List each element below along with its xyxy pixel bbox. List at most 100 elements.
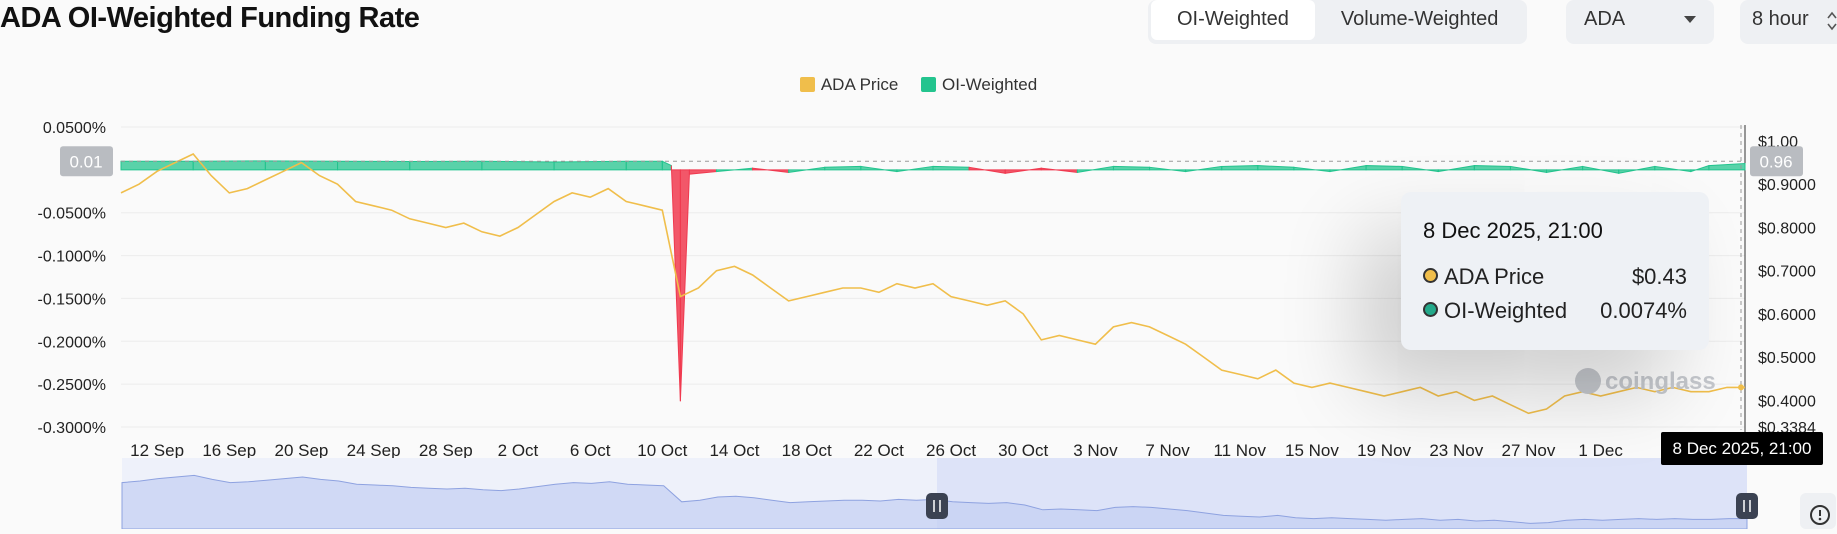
oi-weighted-segment <box>688 169 717 175</box>
oi-weighted-segment <box>1582 165 1620 174</box>
oi-weighted-segment <box>264 160 339 171</box>
x-tick-label: 20 Sep <box>274 441 328 460</box>
oi-weighted-segment <box>1257 165 1295 171</box>
x-tick-label: 22 Oct <box>854 441 904 460</box>
left-axis-ticks: 0.0500% -0.0500% -0.1000% -0.1500% -0.2000% -… <box>38 120 107 437</box>
interval-select-value: 8 hour <box>1752 8 1809 30</box>
x-tick-label: 10 Oct <box>637 441 687 460</box>
oi-weighted-segment <box>1546 165 1584 174</box>
oi-weighted-segment <box>1076 165 1114 174</box>
crosshair-right-value: 0.96 <box>1759 152 1792 171</box>
navigator-bg <box>122 458 1747 529</box>
x-tick-label: 1 Dec <box>1578 441 1623 460</box>
tooltip-date: 8 Dec 2025, 21:00 <box>1423 218 1603 243</box>
left-tick-label: -0.1000% <box>38 249 107 266</box>
right-tick-label: $0.6000 <box>1758 307 1816 324</box>
oi-weighted-segment <box>625 160 663 171</box>
x-axis-ticks: 12 Sep 16 Sep 20 Sep 24 Sep 28 Sep 2 Oct 6 Oct… <box>130 441 1677 460</box>
navigator-area <box>121 474 1748 529</box>
oi-weighted-segment <box>788 166 826 174</box>
oi-weighted-segment <box>715 167 754 173</box>
tooltip-value-price: $0.43 <box>1631 264 1687 289</box>
x-tick-label: 12 Sep <box>130 441 184 460</box>
left-tick-label: -0.1500% <box>38 291 107 308</box>
oi-weighted-segment <box>1221 165 1259 171</box>
oi-weighted-segment <box>1293 166 1331 173</box>
legend-item-ada-price[interactable]: ADA Price <box>799 75 899 95</box>
tab-volume-weighted[interactable]: Volume-Weighted <box>1340 8 1499 30</box>
oi-weighted-segment <box>1401 165 1439 173</box>
x-tick-label: 2 Oct <box>498 441 539 460</box>
oi-weighted-segment <box>670 165 681 402</box>
coinglass-logo-icon <box>1575 368 1601 394</box>
oi-weighted-segment <box>1112 165 1151 171</box>
oi-weighted-segment <box>824 165 862 171</box>
weighting-toggle: OI-Weighted Volume-Weighted <box>1148 0 1528 44</box>
oi-weighted-segment <box>1618 165 1656 174</box>
chart-legend: ADA Price OI-Weighted <box>0 75 1837 95</box>
oi-weighted-segment <box>752 167 790 173</box>
tooltip-label-oi: OI-Weighted <box>1444 298 1568 323</box>
page-title: ADA OI-Weighted Funding Rate <box>0 2 420 34</box>
legend-swatch-price <box>799 77 815 92</box>
symbol-select-value: ADA <box>1584 8 1626 30</box>
gear-icon <box>1810 505 1830 525</box>
legend-label-oi: OI-Weighted <box>942 75 1038 94</box>
right-tick-label: $1.00 <box>1758 134 1798 151</box>
oi-weighted-segment <box>860 165 898 173</box>
x-tick-label: 15 Nov <box>1285 441 1339 460</box>
crosshair-right-box <box>1750 146 1803 177</box>
x-tick-label: 14 Oct <box>709 441 759 460</box>
interval-select[interactable]: 8 hour <box>1740 0 1837 44</box>
legend-label-price: ADA Price <box>820 75 899 94</box>
oi-weighted-segment <box>1654 165 1692 173</box>
oi-weighted-segment <box>1365 165 1403 171</box>
oi-weighted-segment <box>1004 167 1042 174</box>
x-tick-label: 27 Nov <box>1502 441 1556 460</box>
tooltip-label-price: ADA Price <box>1444 264 1545 289</box>
right-tick-label: $0.8000 <box>1758 220 1816 237</box>
chevron-down-icon <box>1684 16 1696 23</box>
x-tick-label: 7 Nov <box>1145 441 1190 460</box>
oi-weighted-segment <box>1509 165 1548 174</box>
tooltip-dot-oi <box>1423 302 1438 317</box>
x-tick-label: 30 Oct <box>998 441 1048 460</box>
tooltip-dot-price <box>1423 268 1438 283</box>
right-axis-ticks: $1.00 $0.9000 $0.8000 $0.7000 $0.6000 $0.5000… <box>1744 125 1816 437</box>
legend-swatch-oi <box>921 77 937 92</box>
x-tick-label: 16 Sep <box>202 441 256 460</box>
left-tick-label: -0.2500% <box>38 377 107 394</box>
oi-weighted-segment <box>409 160 483 171</box>
tab-oi-weighted[interactable]: OI-Weighted <box>1151 0 1315 40</box>
symbol-select[interactable]: ADA <box>1566 0 1714 44</box>
oi-weighted-segment <box>1473 165 1511 171</box>
oi-weighted-segment <box>192 160 266 171</box>
oi-weighted-segment <box>1185 165 1223 173</box>
oi-weighted-segment <box>896 165 934 173</box>
x-tick-label: 28 Sep <box>419 441 473 460</box>
range-navigator <box>121 458 1758 529</box>
crosshair-price-point <box>1738 384 1744 391</box>
oi-weighted-segment <box>1437 164 1475 173</box>
watermark: coinglass <box>1575 368 1716 396</box>
left-tick-label: 0.0500% <box>43 120 106 137</box>
oi-weighted-segment <box>932 165 970 171</box>
left-tick-label: -0.0500% <box>38 206 107 223</box>
oi-weighted-segment <box>1149 166 1187 173</box>
x-tick-label: 11 Nov <box>1213 441 1266 460</box>
oi-weighted-segment <box>1040 167 1078 173</box>
left-tick-label: -0.3000% <box>38 420 107 437</box>
navigator-handle <box>1736 493 1758 519</box>
oi-weighted-segment <box>1329 164 1367 173</box>
chart-settings-button[interactable] <box>1800 493 1836 529</box>
tooltip-value-oi: 0.0074% <box>1600 298 1687 323</box>
right-tick-label: $0.7000 <box>1758 264 1816 281</box>
oi-weighted-segment <box>968 166 1006 174</box>
legend-item-oi-weighted[interactable]: OI-Weighted <box>921 75 1037 95</box>
oi-weighted-segment <box>553 160 627 171</box>
right-tick-label: $0.9000 <box>1758 177 1816 194</box>
oi-weighted-segment <box>679 169 690 402</box>
x-tick-label: 19 Nov <box>1357 441 1411 460</box>
oi-weighted-segment <box>337 160 411 171</box>
oi-weighted-segment <box>1690 164 1710 173</box>
